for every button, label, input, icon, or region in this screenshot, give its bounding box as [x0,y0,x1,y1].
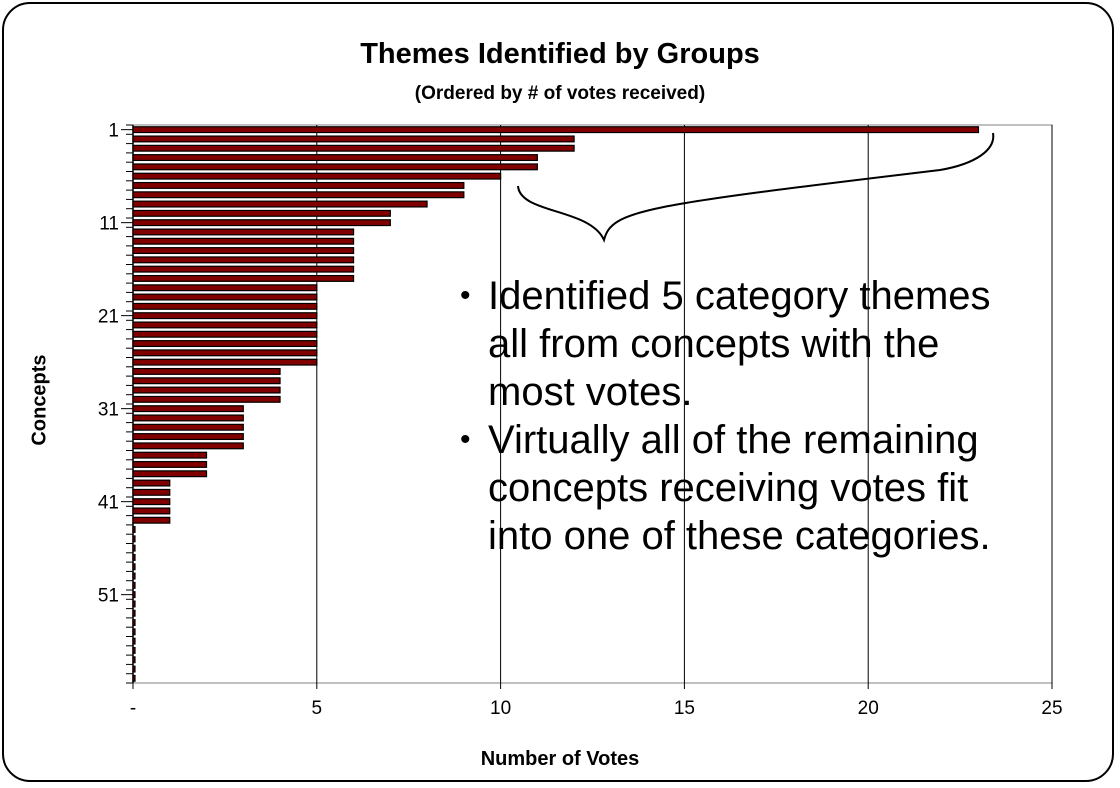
bar [132,284,318,292]
bar [132,656,136,664]
bar [132,563,136,571]
bar [132,181,465,189]
chart-title: Themes Identified by Groups [360,38,760,70]
bar [132,591,136,599]
bar [132,191,465,199]
bar [132,433,244,441]
bar [132,553,136,561]
bar [132,535,136,543]
bar [132,256,355,264]
x-tick-label: 15 [674,698,695,719]
y-tick-label: 51 [98,586,119,607]
bar [132,302,318,310]
bar [132,451,208,459]
y-tick-label: 31 [98,400,119,421]
bar [132,544,136,552]
bar [132,460,208,468]
bar [132,637,136,645]
bar [132,581,136,589]
annotation-bullet-1: Identified 5 category themes all from co… [458,272,998,416]
bar [132,321,318,329]
y-tick-label: 21 [98,307,119,328]
bar [132,609,136,617]
x-tick-label: 10 [490,698,511,719]
bar [132,498,171,506]
bar [132,572,136,580]
bar [132,414,244,422]
bar [132,665,136,673]
bar [132,219,391,227]
bar [132,135,575,143]
bar [132,330,318,338]
x-tick-label: 25 [1041,698,1062,719]
x-tick-label: 20 [858,698,879,719]
bar [132,340,318,348]
bar [132,228,355,236]
bar [132,247,355,255]
bar [132,646,136,654]
x-tick-label: 5 [312,698,323,719]
bar [132,126,980,134]
annotation-bullet-2: Virtually all of the remaining concepts … [458,416,998,560]
bar [132,293,318,301]
bar [132,470,208,478]
bar [132,442,244,450]
bar [132,265,355,273]
bar [132,628,136,636]
bar [132,674,136,682]
bar [132,154,538,162]
bar [132,386,281,394]
bar [132,600,136,608]
bar [132,144,575,152]
bar [132,526,136,534]
y-tick-label: 11 [99,214,119,235]
bar [132,488,171,496]
bar [132,516,171,524]
bar [132,405,244,413]
x-axis-label: Number of Votes [480,748,640,770]
chart-subtitle: (Ordered by # of votes received) [414,83,706,104]
bar [132,619,136,627]
brace [517,132,995,244]
x-tick-label: - [130,698,136,719]
bar [132,349,318,357]
bar [132,172,502,180]
bar [132,423,244,431]
bar [132,358,318,366]
bar [132,507,171,515]
bar [132,479,171,487]
bar [132,367,281,375]
bar [132,237,355,245]
bar [132,312,318,320]
y-tick-label: 41 [98,493,119,514]
bar [132,209,391,217]
annotation-text: Identified 5 category themes all from co… [458,272,998,560]
y-tick-label: 1 [108,121,119,142]
bar [132,200,428,208]
bar [132,377,281,385]
bar [132,395,281,403]
bar [132,163,538,171]
bar [132,274,355,282]
